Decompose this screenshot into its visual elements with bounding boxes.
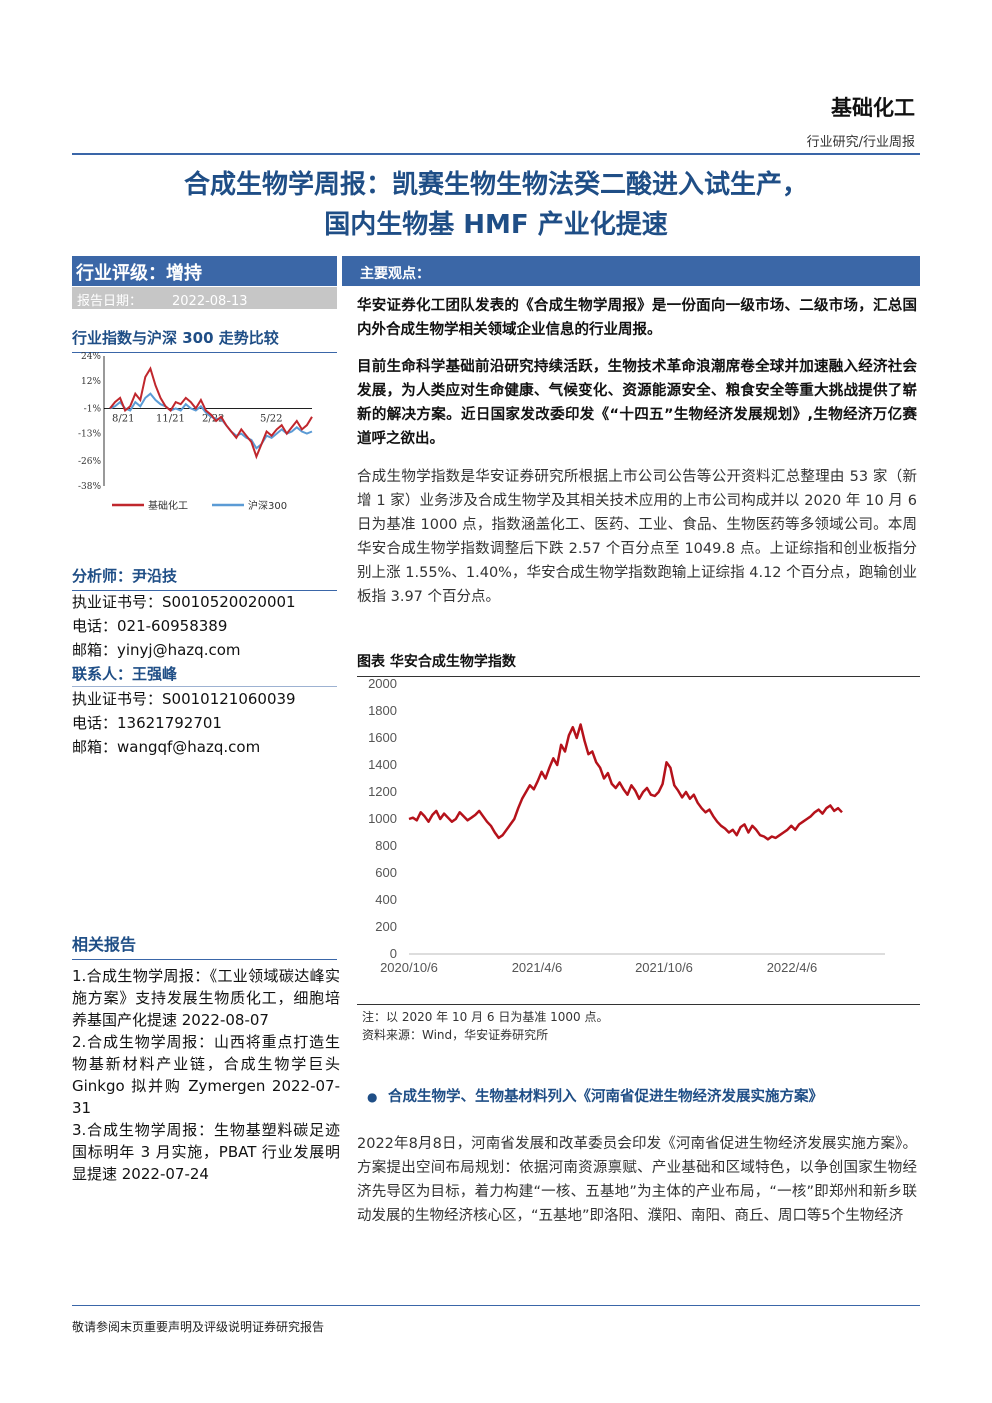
- index-chart: 0 200 400 600 800 1000 1200 1400 1600 1800 2000 20…: [368, 676, 885, 975]
- main-views-header: 主要观点：: [342, 256, 920, 286]
- analyst-heading: 分析师：尹沿技: [72, 565, 337, 591]
- mini-chart: 24%12%-1%-13%-26%-38% 8/21 11/21 2/22 5/22 …: [78, 352, 313, 512]
- report-title-line1: 合成生物学周报：凯赛生物生物法癸二酸进入试生产，: [183, 170, 808, 200]
- figure-rule: [357, 1004, 920, 1005]
- index-y-tick-label: 200: [375, 919, 397, 934]
- analyst-email[interactable]: 邮箱：yinyj@hazq.com: [72, 641, 241, 659]
- mini-x-tick-label: 5/22: [260, 413, 282, 424]
- contact-heading: 联系人：王强峰: [72, 665, 178, 683]
- header-rule: [72, 153, 920, 155]
- index-paragraph: 合成生物学指数是华安证券研究所根据上市公司公告等公开资料汇总整理由 53 家（新…: [357, 469, 917, 605]
- mini-y-tick-label: 12%: [81, 377, 101, 387]
- mini-y-tick-label: -26%: [78, 457, 101, 467]
- index-x-tick-label: 2020/10/6: [380, 960, 438, 975]
- mini-chart-title: 行业指数与沪深 300 走势比较: [72, 327, 337, 353]
- brand-label: 基础化工: [831, 95, 915, 120]
- index-y-tick-label: 600: [375, 865, 397, 880]
- index-y-tick-label: 800: [375, 838, 397, 853]
- figure-source: 资料来源：Wind，华安证券研究所: [362, 1028, 549, 1042]
- analyst-phone: 电话：021-60958389: [72, 617, 228, 635]
- mini-series-line: [109, 392, 313, 450]
- index-y-tick-label: 1600: [368, 730, 397, 745]
- report-date: 报告日期： 2022-08-13: [72, 287, 337, 309]
- related-reports: 1.合成生物学周报：《工业领域碳达峰实施方案》支持发展生物质化工，细胞培养基国产…: [72, 965, 340, 1185]
- index-x-tick-label: 2021/10/6: [635, 960, 693, 975]
- analyst-info: 执业证书号：S0010520020001 电话：021-60958389 邮箱：…: [72, 590, 342, 759]
- index-series-line: [408, 723, 843, 841]
- mini-legend-label: 沪深300: [248, 499, 287, 512]
- analyst-license: 执业证书号：S0010520020001: [72, 593, 296, 611]
- mini-y-tick-label: 24%: [81, 352, 101, 362]
- related-report-item[interactable]: 1.合成生物学周报：《工业领域碳达峰实施方案》支持发展生物质化工，细胞培养基国产…: [72, 967, 340, 1029]
- report-title-line2: 国内生物基 HMF 产业化提速: [324, 210, 668, 240]
- mini-y-tick-label: -1%: [84, 404, 102, 414]
- contact-license: 执业证书号：S0010121060039: [72, 690, 296, 708]
- index-y-tick-label: 1800: [368, 703, 397, 718]
- related-heading: 相关报告: [72, 931, 337, 960]
- index-y-tick-label: 1000: [368, 811, 397, 826]
- figure-title: 图表 华安合成生物学指数: [357, 651, 920, 677]
- index-y-tick-label: 400: [375, 892, 397, 907]
- bullet-icon: ●: [367, 1090, 378, 1104]
- index-y-tick-label: 0: [390, 946, 397, 961]
- news-body: 2022年8月8日，河南省发展和改革委员会印发《河南省促进生物经济发展实施方案》…: [357, 1136, 917, 1224]
- intro-paragraph: 华安证券化工团队发表的《合成生物学周报》是一份面向一级市场、二级市场，汇总国内外…: [357, 298, 917, 338]
- contact-rule: [72, 686, 337, 687]
- mini-x-tick-label: 8/21: [112, 413, 134, 424]
- background-paragraph: 目前生命科学基础前沿研究持续活跃，生物技术革命浪潮席卷全球并加速融入经济社会发展…: [357, 359, 917, 447]
- mini-legend-label: 基础化工: [148, 499, 188, 512]
- related-report-item[interactable]: 3.合成生物学周报：生物基塑料碳足迹国标明年 3 月实施，PBAT 行业发展明显…: [72, 1121, 340, 1183]
- mini-series-line: [109, 366, 313, 460]
- news-headline: 合成生物学、生物基材料列入《河南省促进生物经济发展实施方案》: [388, 1089, 823, 1105]
- industry-rating: 行业评级：增持: [72, 256, 337, 286]
- index-y-tick-label: 1400: [368, 757, 397, 772]
- related-report-item[interactable]: 2.合成生物学周报：山西将重点打造生物基新材料产业链，合成生物学巨头 Ginkg…: [72, 1033, 340, 1117]
- report-date-value: 2022-08-13: [172, 294, 248, 309]
- contact-email[interactable]: 邮箱：wangqf@hazq.com: [72, 738, 261, 756]
- index-x-tick-label: 2022/4/6: [767, 960, 818, 975]
- footer-rule: [72, 1305, 920, 1306]
- contact-phone: 电话：13621792701: [72, 714, 222, 732]
- figure-note: 注：以 2020 年 10 月 6 日为基准 1000 点。: [362, 1010, 609, 1024]
- index-y-tick-label: 1200: [368, 784, 397, 799]
- report-date-label: 报告日期：: [77, 294, 143, 309]
- mini-y-tick-label: -13%: [78, 430, 101, 440]
- mini-y-tick-label: -38%: [78, 482, 101, 492]
- report-type: 行业研究/行业周报: [806, 135, 915, 150]
- index-x-tick-label: 2021/4/6: [512, 960, 563, 975]
- mini-x-tick-label: 11/21: [156, 413, 185, 424]
- footer-disclaimer: 敬请参阅末页重要声明及评级说明证券研究报告: [72, 1320, 325, 1334]
- index-y-tick-label: 2000: [368, 676, 397, 691]
